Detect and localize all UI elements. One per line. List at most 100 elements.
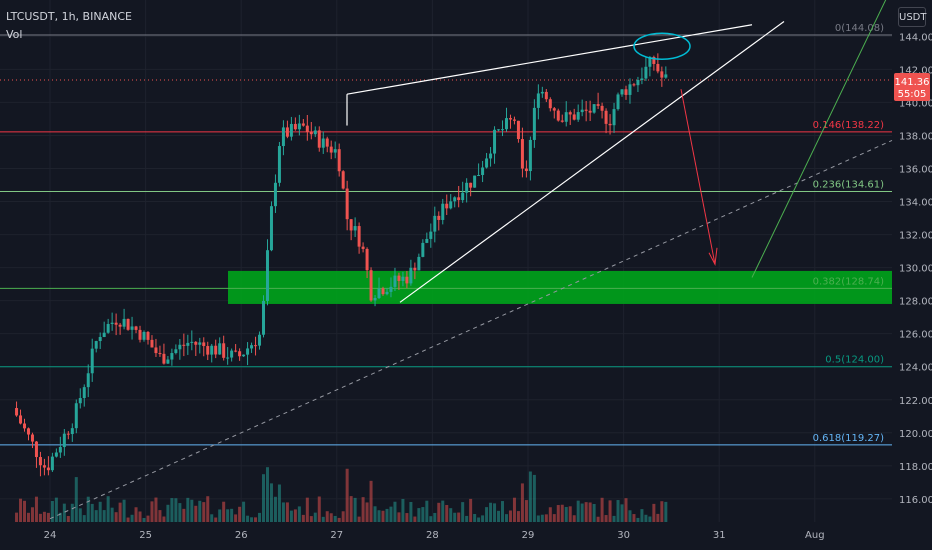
volume-bar — [552, 514, 556, 522]
volume-bar — [477, 517, 481, 522]
volume-bar — [186, 497, 190, 522]
volume-bar — [82, 515, 86, 522]
price-tick-label: 130.00 — [899, 264, 932, 275]
price-tick-label: 132.00 — [899, 231, 932, 242]
candle-body — [540, 91, 544, 94]
candle-body — [397, 275, 401, 281]
candle-body — [329, 146, 333, 153]
candle-body — [628, 84, 632, 95]
candle-body — [457, 197, 461, 201]
volume-bar — [453, 512, 457, 522]
volume-bar — [401, 498, 405, 522]
candle-body — [508, 118, 512, 120]
candle-body — [178, 344, 182, 350]
volume-bar — [437, 502, 441, 522]
candle-body — [170, 353, 174, 360]
volume-bar — [457, 512, 461, 522]
candle-body — [393, 275, 397, 287]
volume-bar — [285, 502, 289, 522]
time-axis[interactable]: 24 25 26 27 28 29 30 31 Aug — [44, 530, 825, 541]
volume-bar — [178, 503, 182, 522]
volume-bar — [604, 515, 608, 522]
volume-bar — [337, 517, 341, 522]
candle-body — [150, 339, 154, 348]
candle-body — [632, 84, 636, 86]
candle-body — [516, 120, 520, 140]
candle-body — [258, 334, 262, 346]
volume-bar — [600, 497, 604, 522]
volume-bar — [473, 513, 477, 522]
candle-body — [289, 123, 293, 137]
volume-bar — [393, 501, 397, 522]
candle-body — [413, 267, 417, 271]
volume-bar — [640, 509, 644, 522]
price-tick-label: 124.00 — [899, 363, 932, 374]
candle-body — [246, 348, 250, 355]
volume-bar — [146, 515, 150, 522]
volume-bar — [246, 515, 250, 522]
volume-bar — [489, 502, 493, 522]
time-tick-label: 31 — [713, 530, 726, 541]
volume-bar — [122, 499, 126, 522]
volume-bar — [138, 511, 142, 522]
candle-body — [365, 248, 369, 271]
candle-body — [273, 182, 277, 207]
volume-bar — [516, 511, 520, 522]
volume-bar — [512, 497, 516, 522]
candle-body — [433, 215, 437, 232]
candle-body — [182, 344, 186, 346]
support-zone-rect — [228, 270, 892, 304]
volume-bar — [23, 500, 27, 522]
candle-body — [146, 331, 150, 340]
volume-bar — [114, 512, 118, 522]
candle-body — [38, 457, 42, 466]
candle-body — [70, 428, 74, 435]
time-tick-label: Aug — [805, 530, 825, 541]
candle-body — [656, 63, 660, 72]
volume-bar — [154, 497, 158, 522]
volume-bar — [309, 516, 313, 522]
volume-bar — [19, 498, 23, 522]
symbol-title: LTCUSDT, 1h, BINANCE — [6, 10, 132, 23]
price-axis[interactable]: 116.00 118.00 120.00 122.00 124.00 126.00 128.… — [899, 32, 932, 506]
candle-body — [349, 219, 353, 231]
candle-body — [130, 326, 134, 330]
price-tag-value: 141.36 — [895, 77, 930, 88]
volume-bar — [433, 512, 437, 522]
volume-bar — [194, 505, 198, 522]
candle-body — [122, 318, 126, 327]
volume-bar — [305, 497, 309, 522]
price-tick-label: 136.00 — [899, 164, 932, 175]
volume-bar — [377, 510, 381, 522]
volume-bar — [508, 510, 512, 522]
candle-body — [493, 129, 497, 154]
volume-bar — [102, 510, 106, 522]
volume-bar — [170, 498, 174, 522]
price-tick-label: 138.00 — [899, 131, 932, 142]
price-tick-label: 134.00 — [899, 198, 932, 209]
candle-body — [524, 168, 528, 172]
candle-body — [297, 123, 301, 130]
candle-body — [377, 288, 381, 298]
candle-body — [114, 322, 118, 325]
volume-bar — [596, 516, 600, 522]
candle-body — [548, 99, 552, 109]
currency-button[interactable]: USDT — [898, 7, 926, 27]
volume-bar — [341, 511, 345, 522]
candle-body — [449, 201, 453, 209]
fib-label: 0(144.08) — [835, 23, 884, 34]
volume-bar — [297, 506, 301, 522]
volume-bar — [608, 500, 612, 522]
candle-body — [560, 120, 564, 122]
candle-body — [58, 447, 62, 453]
candle-body — [194, 341, 198, 345]
candle-body — [126, 318, 130, 330]
volume-bar — [564, 506, 568, 522]
candle-body — [469, 182, 473, 188]
candle-body — [321, 138, 325, 148]
volume-bar — [250, 517, 254, 522]
price-tag-box — [894, 72, 930, 101]
candle-body — [118, 324, 122, 327]
